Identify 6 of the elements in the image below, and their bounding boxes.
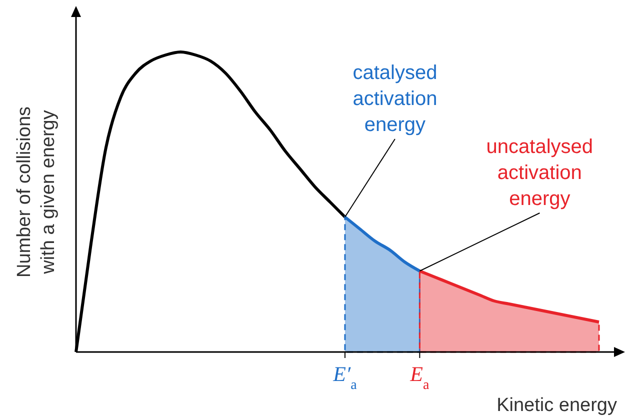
x-axis-title: Kinetic energy <box>496 395 618 416</box>
x-tick-label: E$_{a}$ <box>409 362 430 392</box>
annotation: uncatalysed activation energy <box>486 136 594 210</box>
y-axis-title: Number of collisions with a given energy <box>14 106 59 278</box>
x-tick-label: E′$_{a}$ <box>332 362 358 392</box>
annotation: catalysed activation energy <box>352 62 438 136</box>
